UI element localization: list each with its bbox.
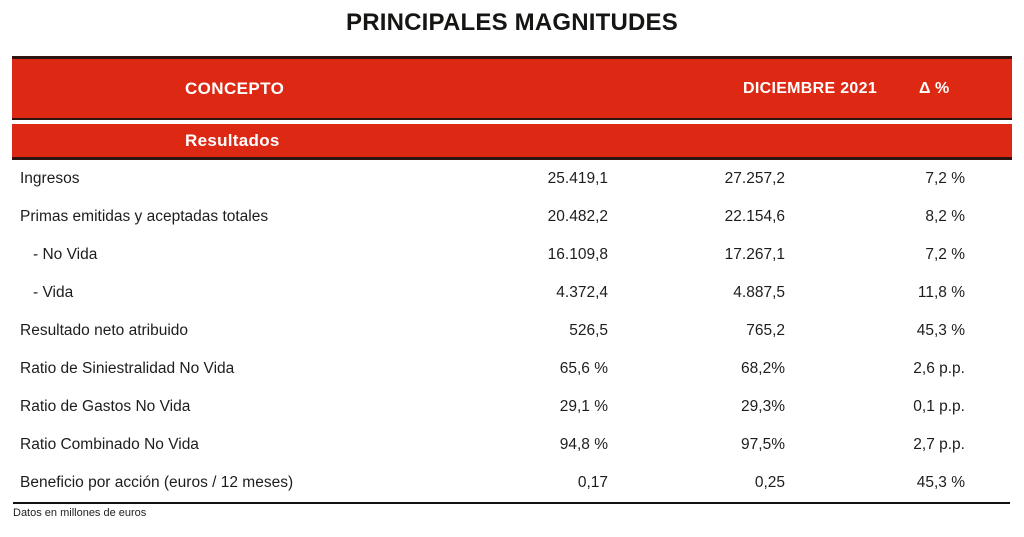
table-row: - Vida 4.372,4 4.887,5 11,8 % xyxy=(0,274,1024,312)
row-value-col2: 17.267,1 xyxy=(724,246,785,263)
row-value-col1: 16.109,8 xyxy=(547,246,608,263)
row-label: Ratio Combinado No Vida xyxy=(20,436,199,453)
table-row: Primas emitidas y aceptadas totales 20.48… xyxy=(0,198,1024,236)
row-label: - Vida xyxy=(33,284,74,301)
row-label: Resultado neto atribuido xyxy=(20,322,189,339)
row-value-col2: 22.154,6 xyxy=(724,208,785,225)
header-diciembre-2021: DICIEMBRE 2021 xyxy=(743,79,878,97)
row-value-col1: 526,5 xyxy=(569,322,608,339)
row-value-col2: 0,25 xyxy=(754,474,785,491)
row-value-col2: 4.887,5 xyxy=(733,284,785,301)
table-row: Resultado neto atribuido 526,5 765,2 45,3 % xyxy=(0,312,1024,350)
row-value-delta: 0,1 p.p. xyxy=(913,398,965,415)
row-value-delta: 2,7 p.p. xyxy=(913,436,965,453)
row-value-col1: 65,6 % xyxy=(559,360,608,377)
row-value-col1: 25.419,1 xyxy=(547,170,608,187)
table-row: Ratio de Siniestralidad No Vida 65,6 % 68,… xyxy=(0,350,1024,388)
row-value-col1: 4.372,4 xyxy=(556,284,608,301)
row-value-col2: 29,3% xyxy=(741,398,785,415)
row-label: - No Vida xyxy=(33,246,98,263)
footnote: Datos en millones de euros xyxy=(13,507,147,519)
table-row: Ratio de Gastos No Vida 29,1 % 29,3% 0,1 p.… xyxy=(0,388,1024,426)
row-value-delta: 8,2 % xyxy=(925,208,965,225)
row-value-delta: 7,2 % xyxy=(925,246,965,263)
table-row: - No Vida 16.109,8 17.267,1 7,2 % xyxy=(0,236,1024,274)
row-value-col1: 0,17 xyxy=(577,474,608,491)
row-value-col1: 20.482,2 xyxy=(547,208,608,225)
row-value-delta: 45,3 % xyxy=(916,322,965,339)
row-value-col2: 765,2 xyxy=(746,322,785,339)
row-value-col2: 97,5% xyxy=(741,436,785,453)
section-bar: Resultados xyxy=(12,124,1012,160)
row-value-delta: 7,2 % xyxy=(925,170,965,187)
row-label: Ratio de Siniestralidad No Vida xyxy=(20,360,235,377)
row-value-col2: 27.257,2 xyxy=(724,170,785,187)
row-value-delta: 11,8 % xyxy=(917,284,965,301)
row-value-delta: 2,6 p.p. xyxy=(913,360,965,377)
row-value-col2: 68,2% xyxy=(741,360,785,377)
footer-divider xyxy=(13,502,1010,504)
table-row: Ratio Combinado No Vida 94,8 % 97,5% 2,7 p.… xyxy=(0,426,1024,464)
section-title-resultados: Resultados xyxy=(185,130,280,150)
table-row: Ingresos 25.419,1 27.257,2 7,2 % xyxy=(0,160,1024,198)
row-label: Primas emitidas y aceptadas totales xyxy=(20,208,269,225)
table-row: Beneficio por acción (euros / 12 meses) 0… xyxy=(0,464,1024,502)
header-delta-percent: Δ % xyxy=(919,79,950,97)
row-label: Ingresos xyxy=(20,170,80,187)
row-value-col1: 94,8 % xyxy=(559,436,608,453)
page-title: PRINCIPALES MAGNITUDES xyxy=(346,9,678,36)
row-value-col1: 29,1 % xyxy=(559,398,608,415)
row-value-delta: 45,3 % xyxy=(916,474,965,491)
header-concepto: CONCEPTO xyxy=(185,78,285,98)
table-body: Ingresos 25.419,1 27.257,2 7,2 % Primas emit… xyxy=(0,160,1024,502)
row-label: Beneficio por acción (euros / 12 meses) xyxy=(20,474,294,491)
table-header-bar: CONCEPTO DICIEMBRE 2021 Δ % xyxy=(12,56,1012,120)
row-label: Ratio de Gastos No Vida xyxy=(20,398,191,415)
